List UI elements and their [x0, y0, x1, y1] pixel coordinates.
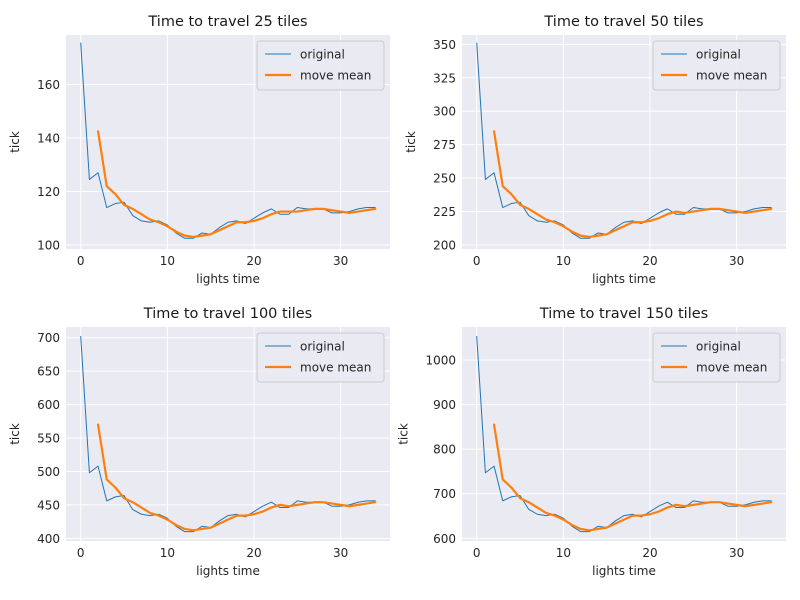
x-tick-label: 10: [160, 546, 175, 560]
y-axis-label: tick: [404, 131, 418, 153]
legend-box: [652, 332, 781, 383]
y-tick-label: 700: [37, 331, 60, 345]
legend-entry: move mean: [696, 361, 767, 375]
y-tick-label: 250: [433, 172, 456, 186]
legend-box: [256, 40, 385, 91]
y-tick-label: 120: [37, 185, 60, 199]
legend-entry: move mean: [300, 361, 371, 375]
chart-title: Time to travel 25 tiles: [147, 14, 307, 30]
y-tick-label: 650: [37, 365, 60, 379]
y-tick-label: 450: [37, 498, 60, 512]
x-tick-label: 30: [333, 546, 348, 560]
x-axis-label: lights time: [196, 272, 260, 286]
y-tick-label: 600: [433, 532, 456, 546]
series-line-move-mean: [492, 130, 773, 239]
x-tick-label: 10: [556, 254, 571, 268]
legend-entry: original: [696, 48, 741, 62]
y-tick-label: 350: [433, 38, 456, 52]
y-tick-label: 800: [433, 443, 456, 457]
y-tick-label: 500: [37, 465, 60, 479]
x-axis-label: lights time: [592, 272, 656, 286]
x-tick-label: 10: [556, 546, 571, 560]
x-tick-label: 0: [77, 254, 85, 268]
legend-entry: original: [300, 48, 345, 62]
legend: original move mean: [256, 332, 385, 383]
x-tick-label: 20: [642, 254, 657, 268]
x-tick-label: 0: [473, 546, 481, 560]
series-line-move-mean: [492, 423, 773, 532]
y-tick-label: 700: [433, 487, 456, 501]
y-tick-label: 100: [37, 238, 60, 252]
chart-panel-3: 0 10 20 30 400 450 500 550 600 650 700 Time to trav…: [8, 306, 390, 578]
legend: original move mean: [652, 332, 781, 383]
y-tick-label: 225: [433, 205, 456, 219]
y-tick-label: 1000: [425, 353, 456, 367]
legend-box: [652, 40, 781, 91]
chart-panel-1: 0 10 20 30 100 120 140 160 Time to travel 25 til…: [8, 14, 390, 286]
y-axis-label: tick: [397, 423, 411, 445]
y-tick-label: 140: [37, 131, 60, 145]
y-tick-label: 900: [433, 398, 456, 412]
series-line-move-mean: [96, 130, 377, 239]
y-tick-label: 400: [37, 532, 60, 546]
x-tick-label: 20: [246, 546, 261, 560]
x-tick-label: 0: [77, 546, 85, 560]
chart-title: Time to travel 50 tiles: [543, 14, 703, 30]
y-tick-label: 300: [433, 105, 456, 119]
legend: original move mean: [256, 40, 385, 91]
x-tick-label: 30: [729, 254, 744, 268]
chart-title: Time to travel 100 tiles: [143, 306, 312, 322]
x-tick-label: 30: [333, 254, 348, 268]
y-tick-label: 275: [433, 138, 456, 152]
y-axis-label: tick: [8, 131, 22, 153]
x-tick-label: 0: [473, 254, 481, 268]
series-line-move-mean: [96, 423, 377, 532]
x-tick-label: 10: [160, 254, 175, 268]
x-tick-label: 30: [729, 546, 744, 560]
legend-box: [256, 332, 385, 383]
y-tick-label: 550: [37, 432, 60, 446]
legend-entry: original: [300, 340, 345, 354]
legend: original move mean: [652, 40, 781, 91]
chart-title: Time to travel 150 tiles: [539, 306, 708, 322]
x-tick-label: 20: [642, 546, 657, 560]
x-tick-label: 20: [246, 254, 261, 268]
chart-panel-2: 0 10 20 30 200 225 250 275 300 325 350 Time to trav…: [404, 14, 786, 286]
chart-panel-4: 0 10 20 30 600 700 800 900 1000 Time to travel 15…: [397, 306, 786, 578]
legend-entry: move mean: [696, 69, 767, 83]
y-axis-label: tick: [8, 423, 22, 445]
legend-entry: move mean: [300, 69, 371, 83]
y-tick-label: 325: [433, 71, 456, 85]
x-axis-label: lights time: [592, 564, 656, 578]
x-axis-label: lights time: [196, 564, 260, 578]
legend-entry: original: [696, 340, 741, 354]
y-tick-label: 160: [37, 78, 60, 92]
y-tick-label: 600: [37, 398, 60, 412]
y-tick-label: 200: [433, 238, 456, 252]
